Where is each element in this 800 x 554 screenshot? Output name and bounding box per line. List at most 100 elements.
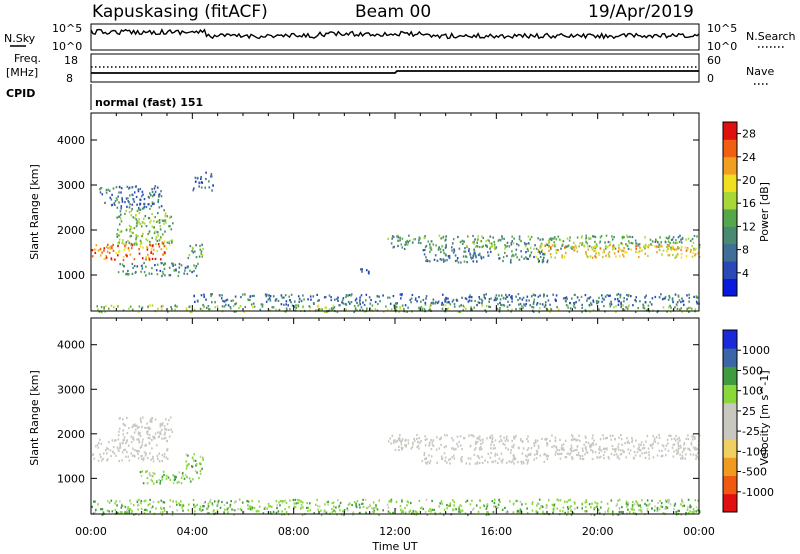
velocity-cell-4 [511,445,513,448]
velocity-cell-6 [481,461,484,465]
power-cell-2 [99,188,101,191]
velocity-panel-frame [90,317,700,515]
power-cell-10 [386,308,389,311]
velocity-cell-1 [159,423,162,426]
velocity-cell-7 [140,507,143,510]
power-cell-11 [581,303,583,306]
velocity-cell-7 [487,511,489,514]
power-cell-11 [590,303,593,306]
velocity-cell-7 [279,500,282,503]
power-cell-6 [660,241,662,244]
velocity-cell-7 [697,509,699,512]
power-cell-10 [470,306,472,309]
velocity-cell-5 [560,452,562,455]
velocity-cell-0 [163,453,166,456]
power-cell-11 [272,295,275,298]
velocity-cell-4 [398,436,400,440]
power-cell-1 [138,208,141,211]
power-cell-6 [479,240,482,243]
power-cell-6 [467,235,469,238]
velocity-cell-7 [375,504,377,507]
power-cell-11 [533,298,536,301]
power-cell-7 [551,244,554,247]
velocity-cell-6 [527,460,529,463]
velocity-cell-2 [184,474,187,477]
power-cell-10 [214,306,217,309]
velocity-cell-6 [441,457,443,460]
velocity-cell-2 [194,469,197,473]
velocity-cell-3 [187,463,189,466]
power-cell-2 [156,186,159,189]
power-cell-2 [118,186,121,189]
power-cell-10 [185,307,188,310]
power-cell-6 [585,234,587,237]
power-cell-6 [560,247,562,250]
power-cell-3 [163,267,166,270]
velocity-cell-7 [646,510,649,513]
velocity-cell-0 [111,439,114,442]
power-cell-11 [671,297,674,300]
power-cell-2 [108,189,111,192]
power-cell-7 [671,245,674,248]
velocity-cell-4 [595,443,597,446]
power-cell-11 [639,300,641,303]
power-cell-11 [411,293,414,297]
power-cell-3 [193,264,195,267]
power-cell-11 [446,301,448,304]
power-cell-6 [627,235,629,239]
velocity-cell-7 [668,498,670,501]
freq-tick-top: 18 [64,54,78,67]
velocity-cell-7 [687,511,690,515]
power-cell-11 [277,299,280,302]
power-cell-6 [489,235,492,238]
power-cell-2 [111,193,113,196]
velocity-cell-0 [125,440,128,443]
velocity-cell-7 [226,508,229,511]
power-cell-7 [675,255,678,258]
velocity-cell-6 [510,461,512,464]
power-cell-7 [555,251,558,255]
power-cell-11 [232,299,234,302]
velocity-cell-0 [130,452,132,455]
power-cell-7 [656,251,658,254]
power-cell-1 [163,219,165,222]
power-cell-6 [476,241,478,244]
nsky-trace [90,28,700,40]
power-cell-6 [672,236,675,239]
velocity-cell-7 [455,508,457,511]
velocity-cell-7 [338,506,340,509]
power-cell-11 [377,302,379,306]
velocity-cell-1 [168,419,170,422]
power-cell-8 [463,250,465,253]
velocity-cell-0 [137,457,140,460]
velocity-cell-6 [449,457,452,461]
power-cell-6 [605,247,607,250]
velocity-cell-7 [656,506,659,509]
power-cell-10 [688,310,690,313]
power-cell-10 [160,305,163,308]
velocity-cell-0 [158,452,160,455]
velocity-cell-7 [180,500,182,503]
colorbar-tick-label: 28 [742,128,756,141]
power-cell-6 [670,246,672,249]
velocity-cell-7 [216,509,219,512]
power-cell-11 [461,296,463,299]
power-cell-3 [171,262,173,265]
power-cell-10 [545,307,548,310]
velocity-cell-5 [641,452,643,455]
power-cell-2 [127,200,129,203]
power-cell-10 [670,306,672,309]
velocity-cell-0 [150,458,152,461]
power-cell-11 [549,303,551,306]
power-cell-8 [454,254,457,257]
power-cell-11 [350,301,353,304]
power-cell-2 [157,198,160,202]
velocity-cell-7 [188,503,190,506]
velocity-cell-7 [538,498,541,501]
velocity-cell-7 [546,505,548,508]
velocity-cell-7 [498,498,500,501]
power-cell-10 [157,307,159,310]
velocity-cell-7 [307,506,309,509]
power-cell-0 [151,245,154,248]
velocity-cell-7 [365,511,367,514]
